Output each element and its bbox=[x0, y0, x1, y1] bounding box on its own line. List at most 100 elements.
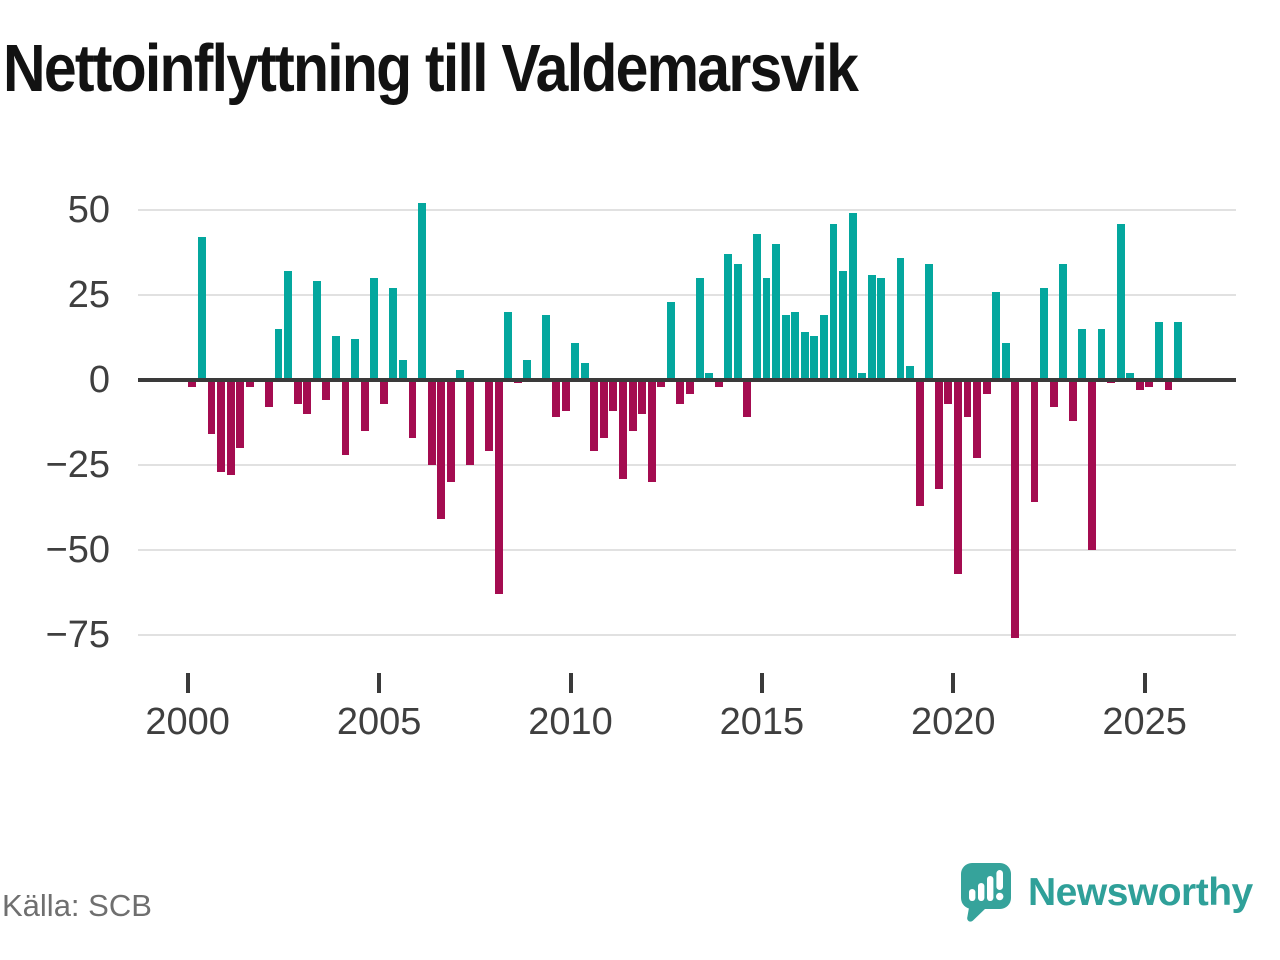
y-axis-label--25: −25 bbox=[45, 444, 110, 486]
bar-2001-q2 bbox=[236, 380, 245, 448]
bar-2016-q3 bbox=[820, 315, 828, 380]
bar-2023-q3 bbox=[1087, 380, 1096, 550]
x-axis-label-2010: 2010 bbox=[528, 701, 613, 743]
gridline-50 bbox=[138, 209, 1236, 211]
bar-2023-q1 bbox=[1068, 380, 1077, 421]
bar-2003-q2 bbox=[312, 281, 321, 380]
bar-2019-q2 bbox=[925, 264, 934, 380]
bar-2005-q3 bbox=[398, 359, 407, 380]
bar-2006-q2 bbox=[427, 380, 436, 465]
y-axis-label-0: 0 bbox=[88, 359, 110, 401]
bar-2018-q4 bbox=[906, 366, 915, 380]
bar-2015-q3 bbox=[781, 315, 790, 380]
bar-2019-q4 bbox=[944, 380, 953, 404]
bar-2012-q3 bbox=[666, 301, 675, 380]
bar-2019-q3 bbox=[934, 380, 943, 489]
bar-2013-q2 bbox=[695, 278, 704, 380]
bar-2025-q2 bbox=[1154, 322, 1163, 380]
x-axis-label-2005: 2005 bbox=[336, 701, 422, 743]
bar-2016-q4 bbox=[829, 223, 838, 380]
bar-2008-q2 bbox=[504, 312, 513, 380]
bar-2008-q4 bbox=[523, 359, 532, 380]
x-axis-tick-2010 bbox=[568, 673, 573, 693]
bar-2005-q2 bbox=[389, 288, 398, 380]
bar-2025-q1 bbox=[1145, 380, 1154, 387]
chart-title: Nettoinflyttning till Valdemarsvik bbox=[3, 31, 859, 106]
bar-2020-q1 bbox=[954, 380, 962, 574]
bar-2019-q1 bbox=[915, 380, 924, 506]
bar-2015-q2 bbox=[772, 244, 781, 380]
bar-2003-q4 bbox=[331, 335, 340, 380]
gridline-25 bbox=[138, 294, 1236, 296]
bar-2022-q4 bbox=[1059, 264, 1068, 380]
bar-2022-q3 bbox=[1049, 380, 1058, 408]
bar-2004-q3 bbox=[360, 380, 369, 431]
x-axis-label-2000: 2000 bbox=[145, 701, 230, 743]
bar-2012-q4 bbox=[676, 380, 685, 404]
bar-2021-q2 bbox=[1001, 342, 1010, 380]
bar-2015-q1 bbox=[762, 278, 771, 380]
bar-2000-q2 bbox=[197, 237, 206, 380]
bar-2000-q4 bbox=[217, 380, 225, 472]
bar-2018-q3 bbox=[896, 257, 905, 380]
bar-2010-q4 bbox=[599, 380, 608, 438]
bar-2016-q2 bbox=[810, 335, 819, 380]
bar-2010-q2 bbox=[580, 363, 589, 380]
bar-2014-q4 bbox=[753, 233, 761, 380]
bar-2001-q1 bbox=[226, 380, 235, 476]
bar-2017-q3 bbox=[858, 373, 867, 380]
bar-2006-q1 bbox=[418, 203, 426, 380]
bar-2020-q4 bbox=[982, 380, 991, 394]
bar-2013-q1 bbox=[686, 380, 694, 394]
x-axis-tick-2015 bbox=[759, 673, 764, 693]
y-axis-label--75: −75 bbox=[45, 614, 110, 656]
bar-2000-q1 bbox=[188, 380, 197, 387]
bar-2013-q4 bbox=[714, 380, 723, 387]
bar-2005-q4 bbox=[408, 380, 417, 438]
bar-2022-q1 bbox=[1030, 380, 1039, 503]
x-axis-tick-2020 bbox=[951, 673, 956, 693]
bar-2022-q2 bbox=[1040, 288, 1049, 380]
bar-2005-q1 bbox=[379, 380, 388, 404]
bar-2003-q3 bbox=[322, 380, 331, 401]
bar-2021-q1 bbox=[992, 291, 1001, 380]
bar-2010-q3 bbox=[590, 380, 599, 452]
bar-2025-q3 bbox=[1164, 380, 1173, 391]
gridline--25 bbox=[138, 464, 1236, 466]
bar-2011-q2 bbox=[619, 380, 627, 479]
bar-2020-q3 bbox=[973, 380, 982, 459]
bar-2012-q1 bbox=[647, 380, 656, 482]
bar-2002-q3 bbox=[284, 271, 292, 380]
bar-2023-q2 bbox=[1078, 329, 1087, 380]
bar-2016-q1 bbox=[800, 332, 809, 380]
bar-2012-q2 bbox=[657, 380, 666, 387]
bar-2006-q3 bbox=[437, 380, 446, 520]
bar-2021-q3 bbox=[1011, 380, 1020, 639]
bar-2002-q4 bbox=[293, 380, 302, 404]
bar-2014-q1 bbox=[724, 254, 733, 380]
bar-2007-q1 bbox=[456, 369, 465, 380]
bar-2007-q4 bbox=[485, 380, 493, 452]
bar-2017-q1 bbox=[839, 271, 848, 380]
x-axis-label-2025: 2025 bbox=[1102, 701, 1187, 743]
bar-2018-q1 bbox=[877, 278, 886, 380]
bar-2013-q3 bbox=[705, 373, 714, 380]
bar-2004-q2 bbox=[351, 339, 359, 380]
bar-2006-q4 bbox=[446, 380, 455, 482]
bar-2011-q1 bbox=[609, 380, 618, 411]
bar-2009-q2 bbox=[542, 315, 551, 380]
newsworthy-icon bbox=[961, 863, 1011, 922]
x-axis-tick-2005 bbox=[377, 673, 382, 693]
bar-2009-q3 bbox=[552, 380, 560, 418]
bar-2014-q3 bbox=[743, 380, 752, 418]
bar-2003-q1 bbox=[303, 380, 312, 414]
bar-2017-q4 bbox=[867, 274, 876, 380]
bar-2009-q4 bbox=[561, 380, 570, 411]
bar-2001-q3 bbox=[245, 380, 254, 387]
bar-2011-q3 bbox=[628, 380, 637, 431]
newsworthy-wordmark: Newsworthy bbox=[1028, 871, 1253, 914]
x-axis-zero-line bbox=[138, 378, 1236, 382]
x-axis-tick-2000 bbox=[185, 673, 190, 693]
newsworthy-logo[interactable]: Newsworthy bbox=[960, 858, 1278, 928]
